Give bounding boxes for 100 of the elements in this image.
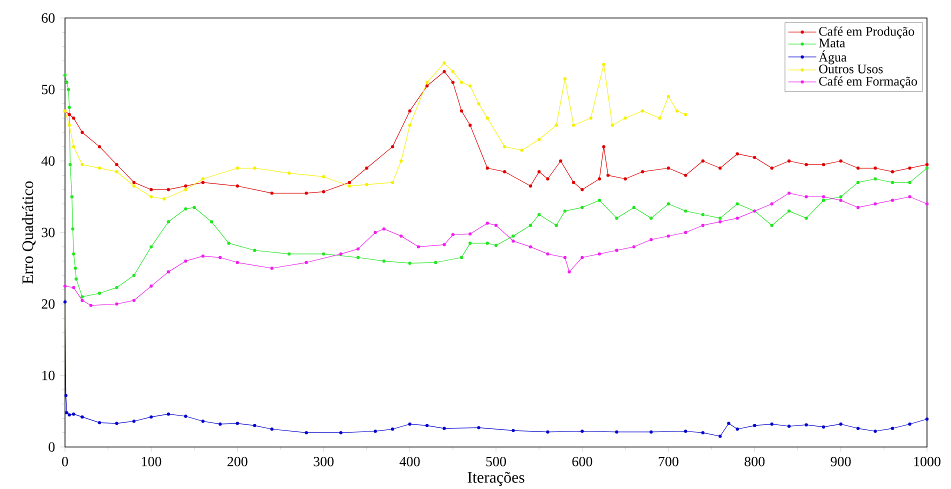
point	[218, 256, 222, 260]
x-axis-title: Iterações	[468, 472, 524, 486]
point	[400, 159, 403, 163]
x-tick-label: 600	[572, 456, 592, 466]
point	[98, 292, 102, 295]
point	[184, 259, 188, 263]
point	[460, 109, 464, 113]
point	[839, 198, 842, 202]
point	[718, 434, 722, 438]
point	[727, 422, 730, 425]
point	[804, 162, 808, 166]
point	[477, 102, 480, 106]
point	[408, 109, 412, 113]
point	[856, 426, 860, 430]
point	[236, 260, 240, 264]
point	[253, 166, 256, 170]
point	[546, 430, 550, 434]
point	[736, 152, 739, 156]
point	[408, 422, 412, 426]
point	[468, 84, 472, 88]
point	[68, 413, 71, 416]
point	[451, 233, 455, 236]
point	[425, 84, 429, 88]
point	[72, 412, 76, 416]
point	[468, 242, 472, 245]
point	[512, 234, 515, 238]
point	[874, 166, 877, 170]
point	[554, 124, 558, 127]
point	[71, 227, 74, 231]
point	[68, 124, 71, 127]
point	[98, 421, 102, 424]
point	[632, 245, 636, 248]
y-axis-title: Erro Quadrático	[22, 181, 36, 284]
point	[253, 424, 256, 428]
point	[64, 394, 68, 398]
point	[615, 216, 618, 220]
point	[98, 166, 102, 170]
point	[201, 177, 205, 180]
x-tick-label: 0	[62, 456, 68, 466]
point	[339, 431, 342, 434]
point	[701, 159, 704, 163]
point	[390, 180, 394, 184]
point	[339, 252, 342, 256]
point	[416, 245, 420, 248]
point	[546, 252, 550, 256]
point	[63, 300, 67, 304]
point	[80, 298, 84, 302]
point	[839, 422, 842, 426]
point	[486, 222, 489, 225]
point	[538, 138, 541, 142]
point	[546, 177, 550, 180]
point	[80, 162, 84, 166]
point	[718, 166, 722, 170]
point	[684, 112, 688, 116]
y-tick-label: 10	[42, 370, 55, 380]
point	[201, 420, 205, 423]
legend-label: Água	[818, 50, 847, 64]
point	[787, 424, 791, 428]
x-tick-label: 400	[400, 456, 420, 466]
point	[528, 184, 532, 188]
point	[804, 216, 808, 220]
point	[804, 423, 808, 426]
point	[666, 234, 670, 238]
point	[65, 411, 68, 414]
point	[374, 230, 377, 234]
point	[408, 262, 412, 265]
point	[322, 252, 326, 256]
point	[606, 174, 610, 177]
point	[874, 177, 877, 180]
point	[486, 166, 489, 170]
legend-label: Café em Produção	[819, 26, 914, 38]
point	[563, 256, 567, 260]
point	[68, 112, 71, 116]
point	[486, 116, 489, 120]
point	[288, 252, 291, 256]
point	[908, 166, 912, 170]
x-tick-label: 300	[314, 456, 334, 466]
point	[132, 184, 136, 188]
point	[701, 431, 704, 434]
point	[356, 256, 360, 260]
point	[589, 116, 592, 120]
point	[150, 245, 153, 248]
point	[598, 252, 602, 256]
point	[559, 159, 562, 163]
point	[66, 88, 70, 92]
point	[63, 74, 67, 77]
point	[89, 304, 92, 308]
point	[528, 245, 532, 248]
point	[115, 286, 118, 290]
point	[610, 124, 614, 127]
point	[925, 202, 929, 206]
point	[822, 198, 826, 202]
point	[512, 428, 515, 432]
point	[201, 254, 205, 258]
point	[72, 116, 76, 120]
point	[736, 202, 739, 206]
point	[666, 166, 670, 170]
point	[486, 242, 489, 245]
point	[770, 224, 774, 227]
x-tick-label: 100	[142, 456, 162, 466]
